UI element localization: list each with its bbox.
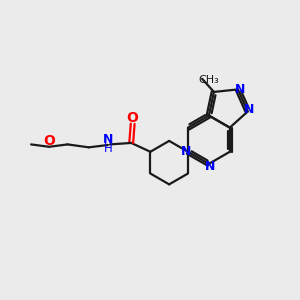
Text: H: H (104, 142, 113, 155)
Text: CH₃: CH₃ (198, 75, 219, 85)
Text: N: N (205, 160, 215, 173)
Text: O: O (43, 134, 55, 148)
Text: O: O (127, 112, 139, 125)
Text: N: N (244, 103, 255, 116)
Text: N: N (235, 83, 245, 96)
Text: N: N (103, 133, 114, 146)
Text: N: N (180, 145, 191, 158)
